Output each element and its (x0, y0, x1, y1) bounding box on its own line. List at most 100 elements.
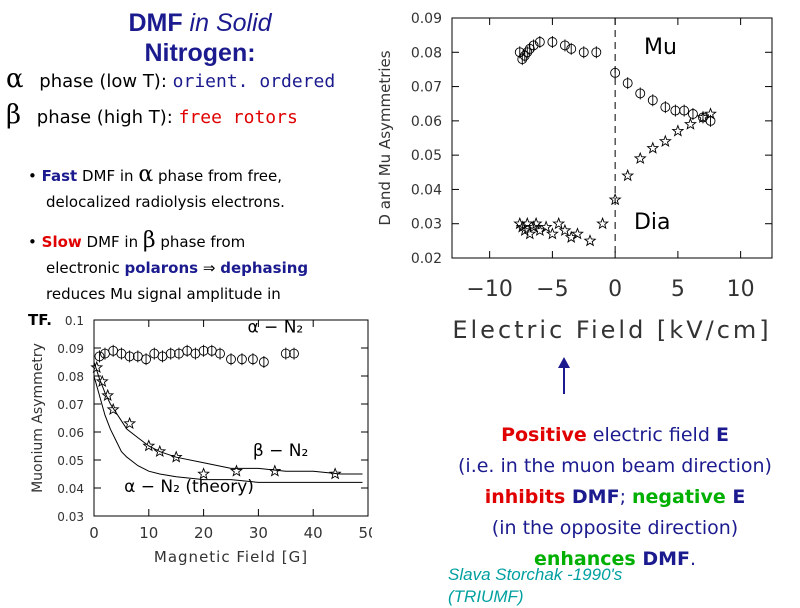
caption-e-1: E (715, 424, 729, 446)
point--n- (258, 356, 269, 368)
bullet-fast: • Fast DMF in α phase from free, delocal… (28, 162, 358, 215)
enhances-word: enhances (533, 548, 636, 570)
dephasing-word: dephasing (220, 259, 309, 277)
x-tick-label: 0 (608, 277, 622, 302)
point--n- (124, 350, 135, 363)
point-mu (578, 46, 589, 59)
y-tick-label: 0.05 (411, 148, 442, 164)
point--n- (141, 353, 152, 366)
fast-line2: delocalized radiolysis electrons. (46, 193, 285, 211)
point--n- (182, 344, 193, 357)
point--n- (280, 347, 291, 360)
point--n- (198, 344, 209, 357)
point-dia (523, 227, 537, 240)
point-dia (539, 220, 553, 233)
point--n- (157, 350, 168, 363)
x-tick-label: 5 (671, 277, 685, 302)
x-tick-label: 20 (194, 524, 213, 542)
y-tick-label: 0.08 (411, 45, 442, 61)
point--n- (106, 402, 120, 416)
y-axis-label: Muonium Asymmetry (30, 343, 46, 493)
point-mu (591, 46, 602, 59)
point-mu (660, 101, 671, 114)
point-mu (687, 108, 698, 120)
point--n- (108, 344, 119, 357)
caption-line5: enhances DMF. (430, 544, 800, 575)
phase-alpha: α phase (low T): orient. ordered (6, 64, 335, 94)
point-dia (527, 220, 541, 233)
implies-arrow: ⇒ (198, 259, 221, 277)
caption-period: . (689, 548, 697, 570)
point-dia (558, 223, 572, 237)
point--n- (142, 439, 156, 452)
point-mu (622, 77, 633, 90)
point-mu (519, 49, 530, 62)
point--n- (247, 353, 258, 366)
point-dia (671, 124, 685, 137)
y-tick-label: 0.03 (57, 510, 84, 524)
inhibits-word: inhibits (484, 486, 566, 508)
x-axis-label: Magnetic Field [G] (154, 548, 308, 566)
point--n- (165, 347, 176, 360)
point--n- (132, 350, 143, 363)
credit: Slava Storchak -1990's (TRIUMF) (448, 564, 788, 608)
point-mu (647, 94, 658, 107)
point-mu (679, 104, 690, 117)
slow-mid: DMF in (81, 233, 143, 251)
point--n- (173, 347, 184, 360)
point--n- (226, 353, 236, 366)
point-mu (566, 42, 577, 55)
magnetic-field-chart: 0 10 20 30 40 50 0.03 0.04 0.05 0.06 0.07 0.08 0.09 0… (30, 314, 372, 566)
point-dia (545, 227, 559, 240)
point-mu (610, 66, 621, 79)
alpha-symbol: α (6, 64, 24, 94)
point--n- (95, 374, 109, 388)
point-mu (517, 53, 528, 66)
y-tick-label: 0.06 (57, 426, 84, 440)
y-tick-label: 0.02 (411, 251, 442, 267)
x-tick-label: 30 (249, 524, 268, 542)
point-dia (646, 141, 660, 154)
negative-word: negative (632, 486, 726, 508)
caption-line4: (in the opposite direction) (491, 517, 739, 539)
title-line2: Nitrogen: (144, 39, 256, 67)
slide-title: DMF in Solid Nitrogen: (100, 8, 300, 68)
caption-line3: inhibits DMF; negative E (430, 482, 800, 513)
point--n- (94, 350, 105, 363)
alpha-n2-label: α − N₂ (247, 318, 303, 338)
credit-line1: Slava Storchak -1990's (448, 565, 623, 584)
point-dia (529, 216, 543, 230)
caption-line2: (i.e. in the muon beam direction) (458, 455, 772, 477)
point-mu (635, 87, 646, 100)
phase-alpha-value: orient. ordered (172, 71, 336, 92)
point-dia (515, 220, 529, 233)
x-tick-label: 10 (139, 524, 158, 542)
point-dia (596, 216, 610, 230)
fast-label: Fast (41, 167, 78, 185)
point--n- (289, 347, 299, 360)
y-tick-label: 0.1 (65, 314, 84, 328)
caption-dmf-1: DMF (565, 486, 620, 508)
x-tick-label: 0 (89, 524, 99, 542)
point-dia (552, 216, 566, 230)
y-axis-label: D and Mu Asymmetries (376, 50, 394, 225)
point-mu (524, 42, 535, 55)
y-tick-label: 0.07 (411, 80, 442, 96)
point-mu (514, 46, 525, 59)
up-arrow-icon (558, 357, 570, 394)
point-dia (520, 216, 534, 230)
polarons-word: polarons (124, 259, 199, 277)
caption-text-1: electric field (586, 424, 716, 446)
point-dia (633, 151, 647, 165)
alpha-n2-theory-label: α − N₂ (theory) (124, 477, 254, 497)
point--n- (149, 347, 160, 360)
point-dia (683, 117, 697, 130)
point--n- (123, 416, 137, 430)
point-mu (670, 104, 681, 117)
curve--n-theory- (93, 375, 363, 483)
point-mu (559, 39, 570, 52)
point--n- (190, 347, 201, 360)
phase-beta-value: free rotors (178, 107, 298, 128)
caption-line1: Positive electric field E (430, 420, 800, 451)
point-dia (571, 227, 584, 240)
